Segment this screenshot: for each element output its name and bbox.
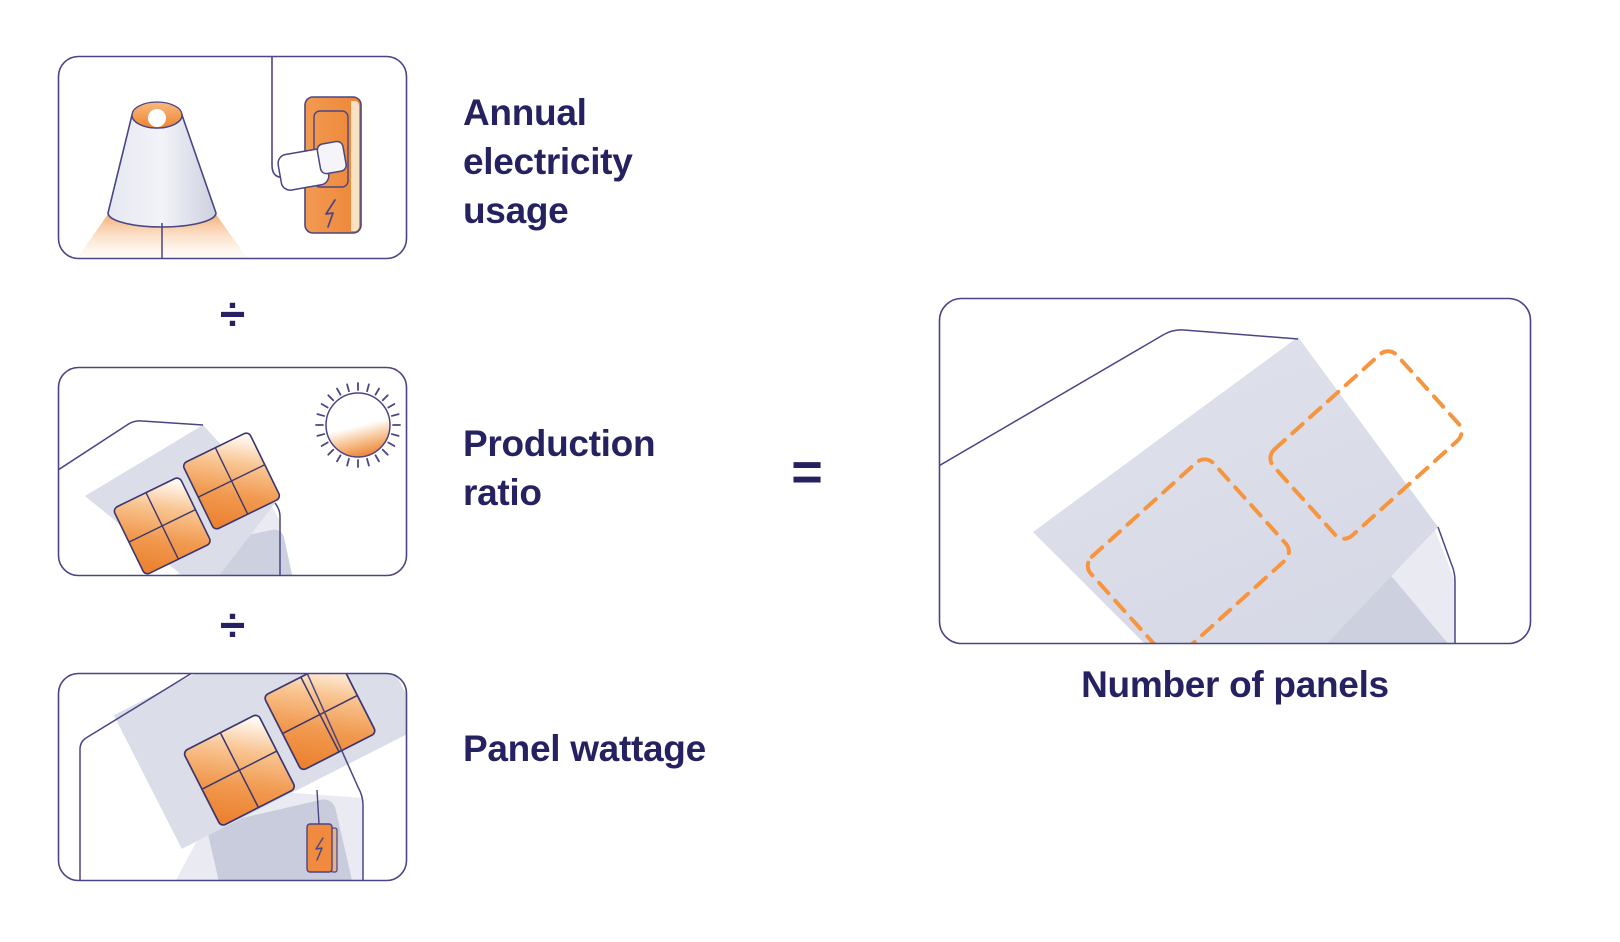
plug-head xyxy=(316,140,347,175)
solar-panel-array xyxy=(113,432,281,575)
roof-ridge-outline xyxy=(58,420,204,471)
term-label-annual-electricity-usage: Annual electricity usage xyxy=(463,92,633,231)
solar-panel-icon xyxy=(264,673,376,771)
production-ratio-card xyxy=(57,366,408,577)
roof-ridge-outline xyxy=(939,329,1299,468)
right-wall-outline xyxy=(306,673,364,881)
house-roof-icon xyxy=(939,329,1467,644)
number-of-panels-card xyxy=(938,297,1532,645)
house-icon xyxy=(79,673,407,881)
sun-icon xyxy=(315,382,401,468)
wall-outlet-icon xyxy=(271,57,362,234)
solar-panel-icon xyxy=(113,477,211,575)
outlet-side-highlight xyxy=(351,101,359,231)
term-label-production-ratio: Production ratio xyxy=(463,423,656,513)
annual-electricity-usage-card xyxy=(57,55,408,260)
equals-operator: = xyxy=(791,442,823,502)
roof-plane xyxy=(1033,337,1438,644)
lightning-bolt-icon xyxy=(315,837,324,861)
divide-operator-2: ÷ xyxy=(219,599,246,651)
result-label-number-of-panels: Number of panels xyxy=(1081,664,1389,705)
dashed-panel-outline-2 xyxy=(1268,349,1464,541)
card-border xyxy=(938,297,1532,645)
term-label-panel-wattage: Panel wattage xyxy=(463,728,706,769)
divide-operator-1: ÷ xyxy=(219,288,246,340)
dashed-panel-outline-1 xyxy=(1085,457,1291,644)
electric-meter-icon xyxy=(306,789,338,873)
lamp-icon xyxy=(75,101,249,259)
solar-panel-icon xyxy=(183,714,296,826)
solar-panel-icon xyxy=(182,432,281,530)
card-border xyxy=(57,55,408,260)
roof-plane xyxy=(113,673,407,849)
card-border xyxy=(57,366,408,577)
wall-edge-outline xyxy=(1437,526,1456,644)
bulb xyxy=(148,109,166,127)
panel-wattage-card xyxy=(57,672,408,882)
lightning-bolt-icon xyxy=(325,199,336,228)
card-border xyxy=(57,672,408,882)
left-wall-outline xyxy=(79,673,193,881)
lamp-shade xyxy=(107,114,217,228)
wall-edge-outline xyxy=(274,502,281,576)
